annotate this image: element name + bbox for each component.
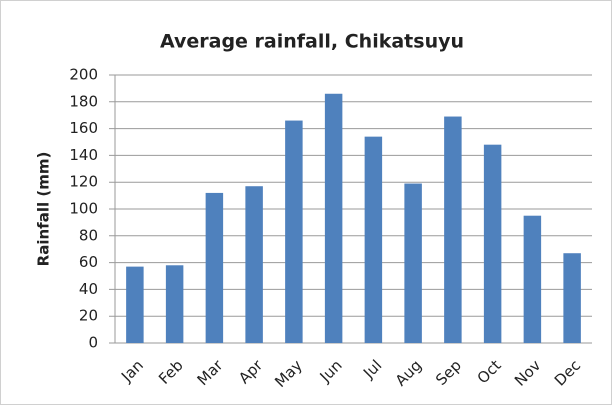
bar [245, 186, 263, 343]
bar [483, 144, 502, 343]
y-tick-label: 80 [79, 226, 98, 244]
bar [444, 116, 462, 343]
y-tick-label: 20 [79, 307, 98, 325]
y-tick-label: 0 [88, 334, 98, 352]
chart-title: Average rainfall, Chikatsuyu [160, 31, 464, 53]
bar [165, 265, 184, 343]
bar [324, 93, 343, 343]
y-tick-label: 100 [69, 200, 98, 218]
bar [364, 136, 383, 343]
y-tick-label: 120 [69, 173, 98, 191]
bar [404, 183, 422, 343]
bar [563, 253, 581, 343]
y-axis-label: Rainfall (mm) [35, 152, 53, 267]
y-tick-label: 160 [69, 119, 98, 137]
y-tick-label: 200 [69, 66, 98, 84]
bar [523, 215, 542, 343]
y-tick-label: 180 [69, 92, 98, 110]
y-tick-label: 60 [79, 253, 98, 271]
bar [126, 266, 144, 343]
y-tick-label: 40 [79, 280, 98, 298]
bar [285, 120, 303, 343]
y-tick-label: 140 [69, 146, 98, 164]
bar [205, 192, 224, 343]
